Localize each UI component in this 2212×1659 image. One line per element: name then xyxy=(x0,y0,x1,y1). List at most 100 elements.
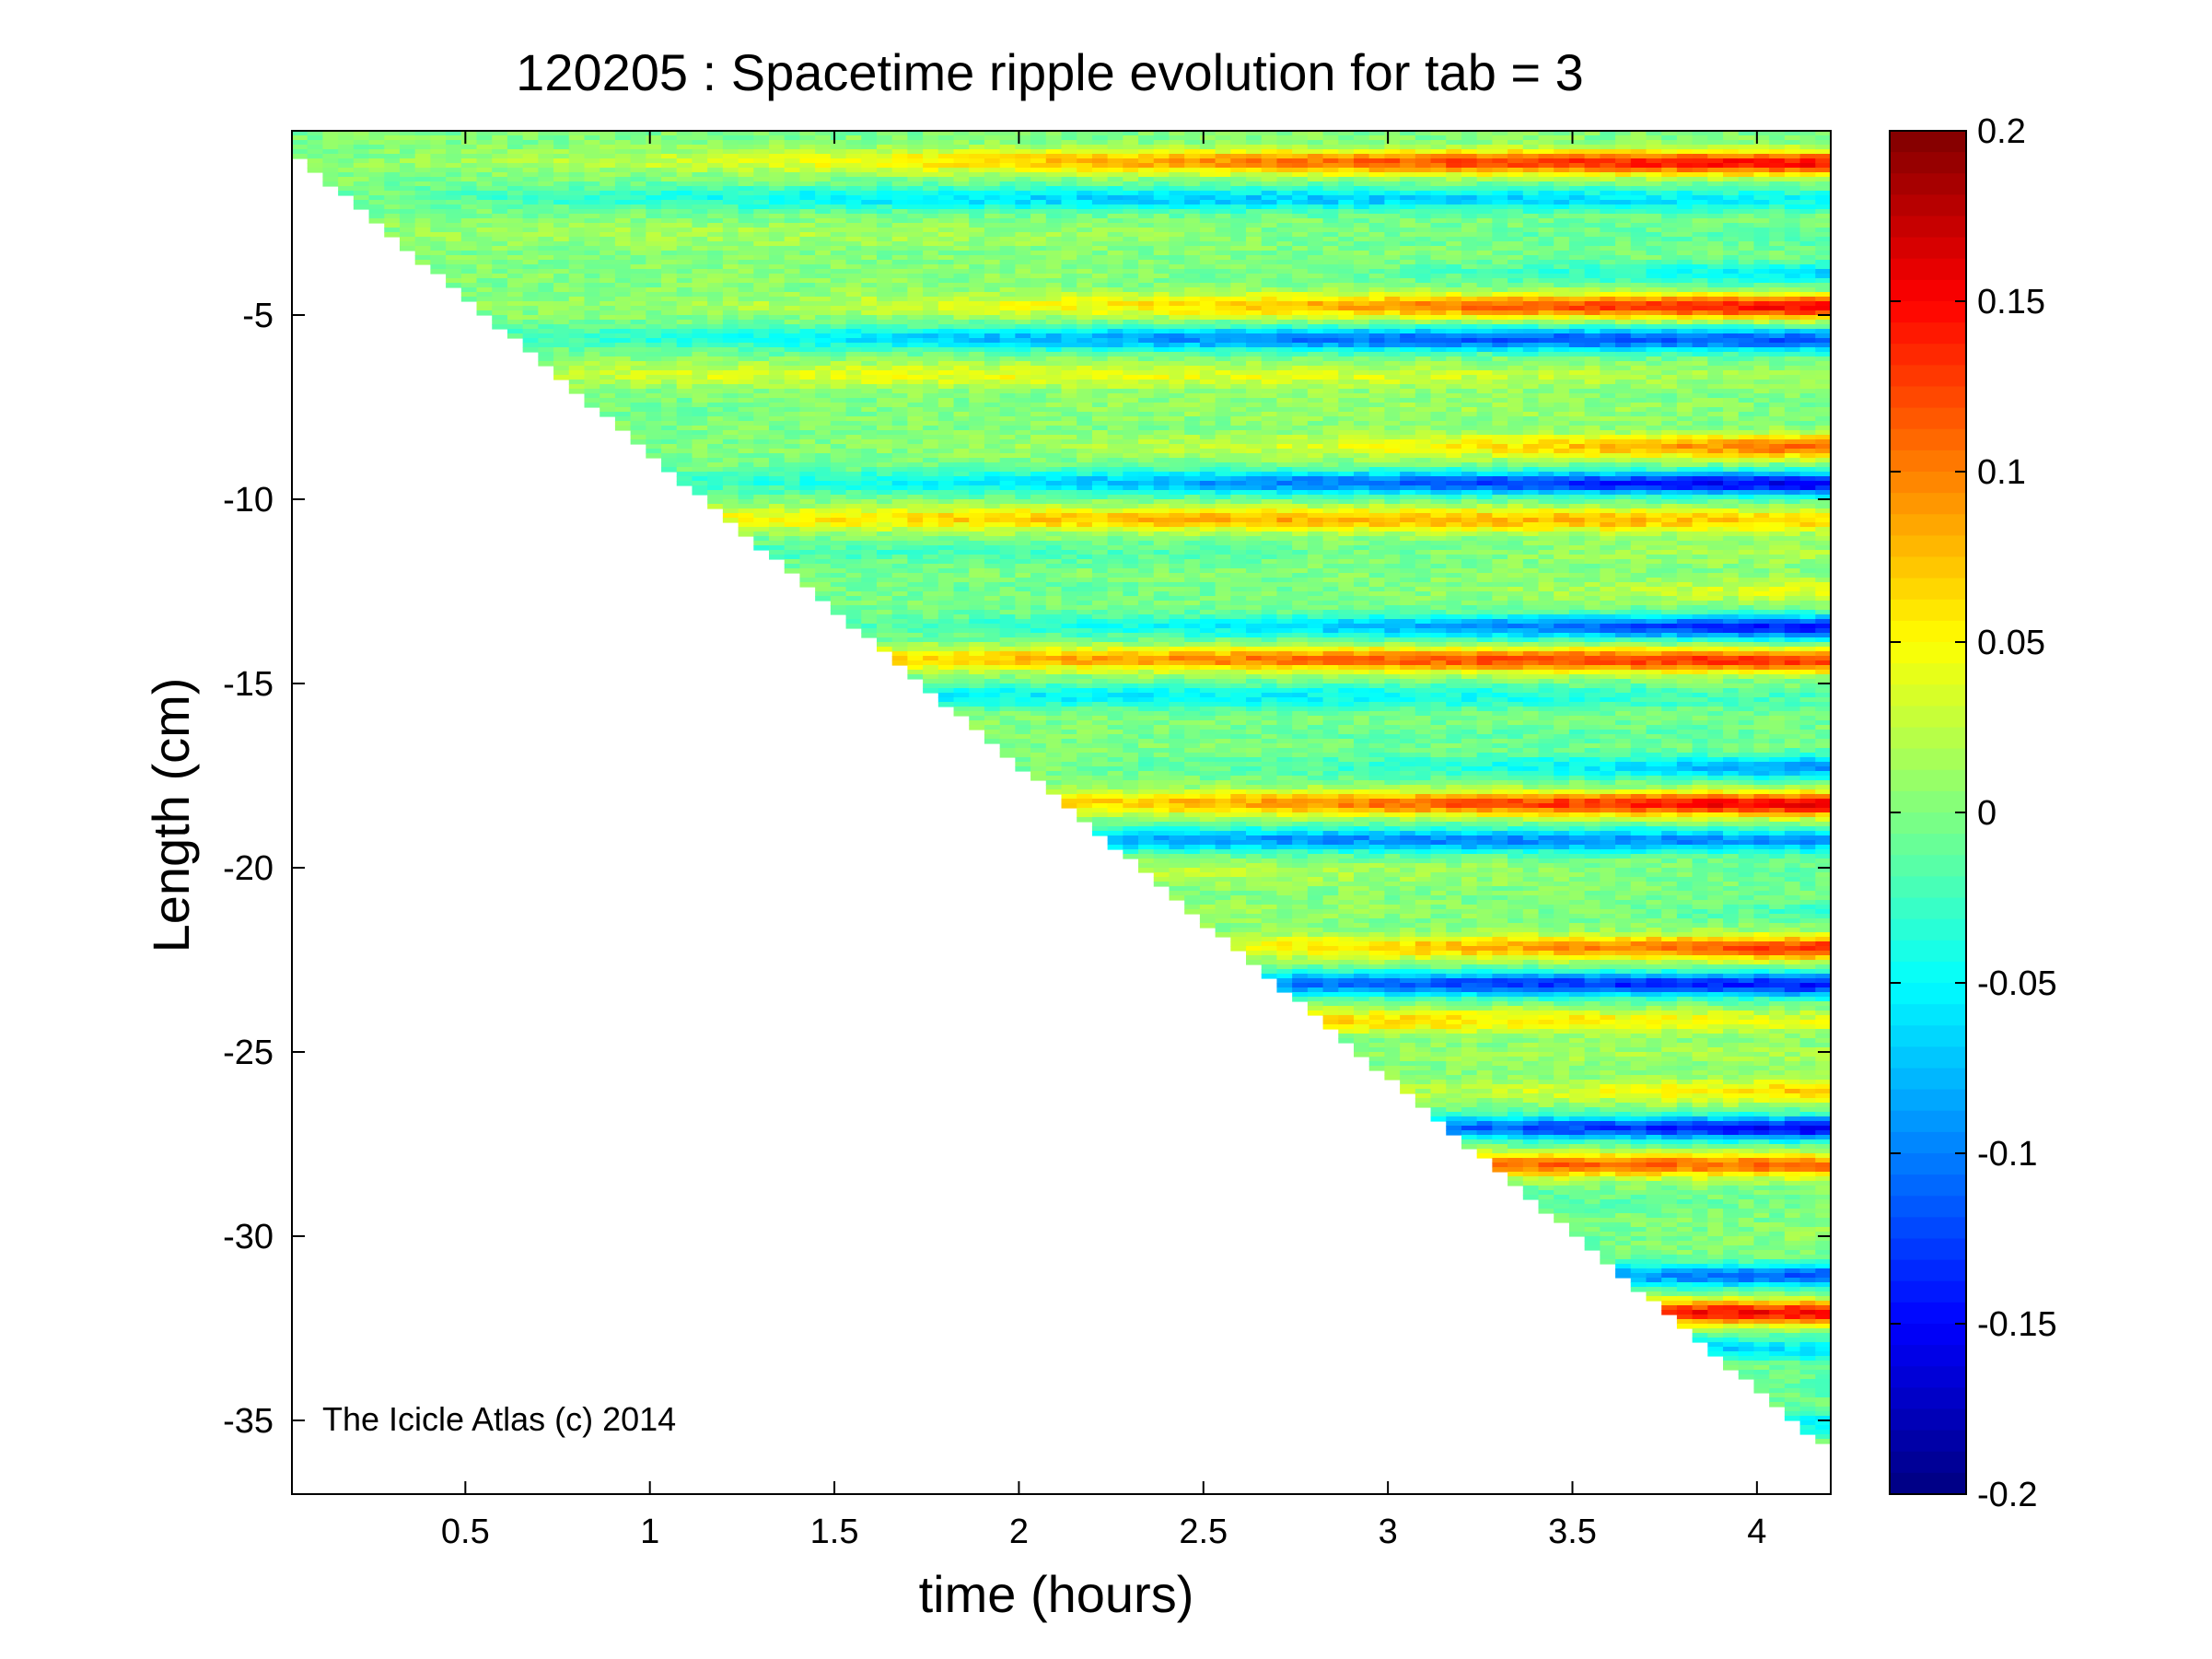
heatmap-cell xyxy=(769,416,786,422)
heatmap-cell xyxy=(568,154,586,159)
heatmap-cell xyxy=(1138,145,1155,150)
heatmap-cell xyxy=(984,168,1001,173)
heatmap-cell xyxy=(1077,485,1093,491)
heatmap-cell xyxy=(384,195,401,201)
heatmap-cell xyxy=(1153,541,1170,546)
heatmap-cell xyxy=(923,476,939,482)
heatmap-cell xyxy=(937,573,955,578)
heatmap-cell xyxy=(1045,748,1063,754)
heatmap-cell xyxy=(815,163,832,169)
heatmap-cell xyxy=(1030,149,1047,155)
heatmap-cell xyxy=(861,518,878,523)
heatmap-cell xyxy=(1123,329,1139,334)
heatmap-cell xyxy=(368,200,385,205)
heatmap-cell xyxy=(1061,633,1077,638)
heatmap-cell xyxy=(969,430,985,436)
heatmap-cell xyxy=(753,145,770,150)
heatmap-cell xyxy=(630,412,646,417)
heatmap-cell xyxy=(1123,826,1139,832)
heatmap-cell xyxy=(600,324,616,330)
heatmap-cell xyxy=(769,361,786,367)
heatmap-cell xyxy=(522,237,539,242)
heatmap-cell xyxy=(1015,195,1031,201)
heatmap-cell xyxy=(984,720,1001,726)
heatmap-cell xyxy=(953,536,970,542)
heatmap-cell xyxy=(692,297,708,302)
heatmap-cell xyxy=(907,610,924,615)
heatmap-cell xyxy=(769,375,786,380)
heatmap-cell xyxy=(1091,605,1109,611)
heatmap-cell xyxy=(830,218,847,224)
heatmap-cell xyxy=(815,541,832,546)
heatmap-cell xyxy=(707,181,724,187)
heatmap-cell xyxy=(292,131,309,136)
heatmap-cell xyxy=(1107,228,1123,233)
heatmap-cell xyxy=(661,347,678,353)
heatmap-cell xyxy=(984,472,1001,477)
heatmap-cell xyxy=(538,237,554,242)
heatmap-cell xyxy=(1153,495,1170,500)
heatmap-cell xyxy=(845,416,862,422)
heatmap-cell xyxy=(692,228,708,233)
heatmap-cell xyxy=(1169,458,1185,463)
heatmap-cell xyxy=(1169,472,1185,477)
heatmap-cell xyxy=(1123,716,1139,721)
heatmap-cell xyxy=(1091,416,1109,422)
heatmap-cell xyxy=(876,435,893,440)
heatmap-cell xyxy=(1045,241,1063,247)
heatmap-cell xyxy=(707,237,724,242)
heatmap-cell xyxy=(707,430,724,436)
heatmap-cell xyxy=(538,278,554,284)
heatmap-cell xyxy=(1091,757,1109,763)
heatmap-cell xyxy=(937,204,955,210)
heatmap-cell xyxy=(876,329,893,334)
heatmap-cell xyxy=(584,320,600,325)
heatmap-cell xyxy=(984,536,1001,542)
heatmap-cell xyxy=(999,449,1016,454)
heatmap-cell xyxy=(753,228,770,233)
heatmap-cell xyxy=(1153,412,1170,417)
heatmap-cell xyxy=(538,283,554,288)
heatmap-cell xyxy=(969,426,985,431)
heatmap-cell xyxy=(1091,209,1109,215)
heatmap-cell xyxy=(1107,812,1123,818)
heatmap-cell xyxy=(753,481,770,486)
heatmap-cell xyxy=(1045,720,1063,726)
heatmap-cell xyxy=(876,545,893,551)
heatmap-cell xyxy=(969,269,985,275)
heatmap-cell xyxy=(984,665,1001,671)
heatmap-cell xyxy=(876,168,893,173)
heatmap-cell xyxy=(1123,568,1139,574)
heatmap-cell xyxy=(891,324,908,330)
heatmap-cell xyxy=(1107,508,1123,514)
heatmap-cell xyxy=(969,251,985,256)
heatmap-cell xyxy=(1015,508,1031,514)
heatmap-cell xyxy=(845,495,862,500)
heatmap-cell xyxy=(630,218,646,224)
heatmap-cell xyxy=(891,605,908,611)
heatmap-cell xyxy=(522,320,539,325)
heatmap-cell xyxy=(815,260,832,265)
heatmap-cell xyxy=(722,412,739,417)
heatmap-cell xyxy=(969,191,985,196)
heatmap-cell xyxy=(384,209,401,215)
heatmap-cell xyxy=(1045,320,1063,325)
heatmap-cell xyxy=(553,204,570,210)
heatmap-cell xyxy=(937,504,955,509)
heatmap-cell xyxy=(769,278,786,284)
heatmap-cell xyxy=(1138,711,1155,717)
heatmap-cell xyxy=(446,269,462,275)
heatmap-cell xyxy=(460,292,478,298)
heatmap-cell xyxy=(1091,734,1109,740)
heatmap-cell xyxy=(1138,158,1155,164)
heatmap-cell xyxy=(876,264,893,270)
heatmap-cell xyxy=(722,485,739,491)
heatmap-cell xyxy=(1107,186,1123,192)
heatmap-cell xyxy=(784,135,801,141)
heatmap-cell xyxy=(1091,702,1109,707)
heatmap-cell xyxy=(1123,591,1139,597)
heatmap-cell xyxy=(1107,163,1123,169)
heatmap-cell xyxy=(1077,628,1093,634)
heatmap-cell xyxy=(692,435,708,440)
heatmap-cell xyxy=(984,255,1001,261)
